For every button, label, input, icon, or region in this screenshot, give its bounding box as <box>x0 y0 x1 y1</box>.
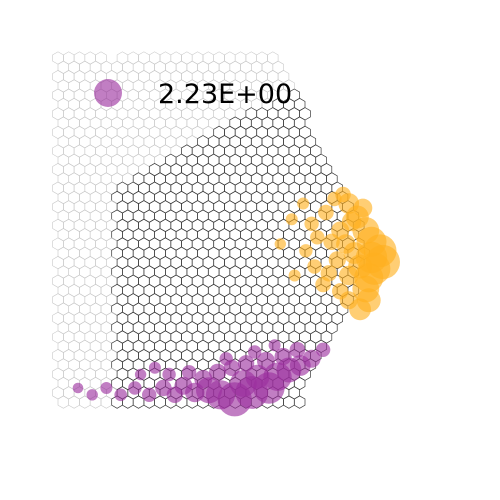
legend-value-label: 2.23E+00 <box>158 79 292 110</box>
expression-bubble <box>148 361 161 374</box>
expression-bubble <box>237 355 255 372</box>
expression-bubble <box>328 251 346 269</box>
tissue-hexagon <box>154 395 166 409</box>
tissue-hexagon <box>100 395 112 409</box>
expression-bubble <box>289 342 306 358</box>
expression-bubble <box>229 370 257 397</box>
tissue-hexagon <box>293 395 306 409</box>
tissue-hexagon <box>283 395 295 409</box>
expression-bubble <box>302 349 321 368</box>
expression-bubble <box>86 389 98 401</box>
tissue-hexagon <box>132 395 145 409</box>
expression-bubble <box>219 352 233 366</box>
expression-bubble <box>323 233 340 250</box>
expression-bubble <box>268 339 281 352</box>
expression-bubble <box>315 276 331 293</box>
expression-bubble <box>274 238 286 250</box>
tissue-hexagon-grid <box>52 51 370 409</box>
expression-bubble <box>299 244 313 258</box>
expression-bubble <box>304 216 319 231</box>
expression-bubble <box>72 382 84 394</box>
expression-bubble <box>162 367 176 382</box>
expression-bubble <box>248 345 262 359</box>
expression-bubble <box>114 388 127 402</box>
expression-bubble <box>100 382 113 394</box>
expression-bubble <box>318 204 334 221</box>
expression-bubbles <box>72 186 400 417</box>
expression-bubble <box>285 213 298 226</box>
expression-bubble <box>128 381 142 395</box>
expression-bubble <box>335 186 351 203</box>
expression-bubble <box>310 230 325 245</box>
expression-bubble <box>181 365 197 380</box>
expression-bubble <box>353 198 373 218</box>
expression-bubble <box>297 197 310 210</box>
expression-bubble <box>194 370 213 388</box>
expression-bubble <box>339 291 358 310</box>
expression-bubble <box>339 265 359 286</box>
expression-bubble <box>209 363 227 381</box>
tissue-hexagon <box>57 395 69 409</box>
expression-bubble <box>257 352 275 370</box>
legend: 2.23E+00 <box>94 79 292 110</box>
expression-bubble <box>315 342 331 357</box>
expression-bubble <box>288 269 301 282</box>
expression-bubble <box>142 387 157 402</box>
legend-bubble-marker <box>94 79 122 107</box>
expression-bubble <box>274 347 292 366</box>
tissue-hexagon <box>68 395 80 409</box>
expression-bubble <box>307 259 322 274</box>
expression-bubble <box>134 368 147 381</box>
expression-bubble <box>155 379 172 397</box>
